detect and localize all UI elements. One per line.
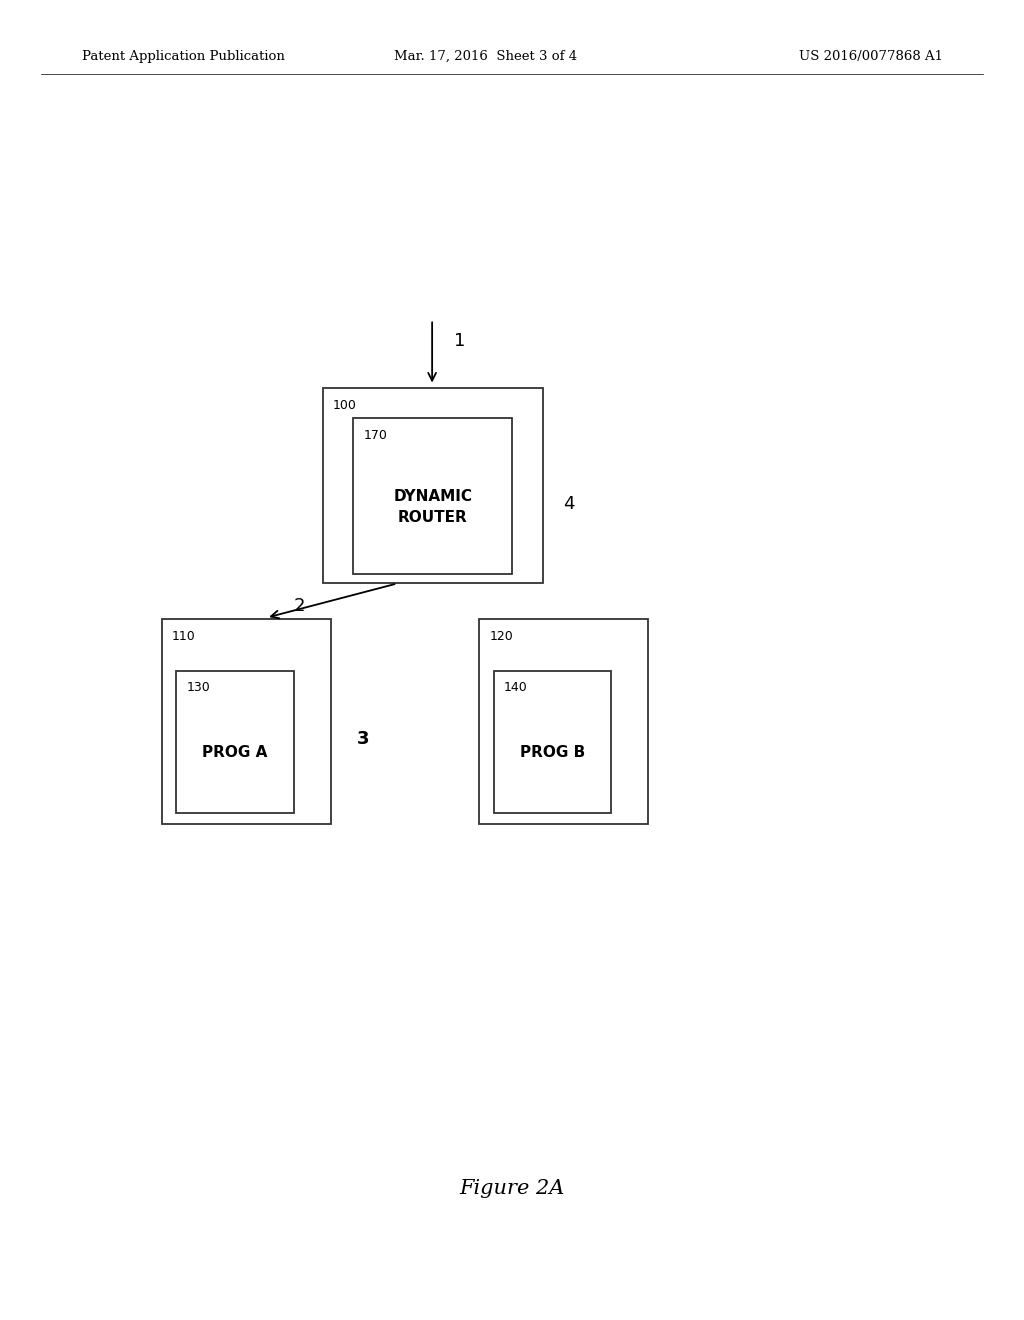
Bar	[162, 619, 331, 824]
Text: Mar. 17, 2016  Sheet 3 of 4: Mar. 17, 2016 Sheet 3 of 4	[394, 50, 578, 63]
Bar	[494, 671, 611, 813]
Bar	[176, 671, 294, 813]
Bar	[323, 388, 543, 583]
Text: 1: 1	[454, 331, 465, 350]
Text: PROG A: PROG A	[203, 744, 267, 760]
Text: US 2016/0077868 A1: US 2016/0077868 A1	[799, 50, 943, 63]
Text: 140: 140	[504, 681, 527, 694]
Text: 100: 100	[333, 399, 356, 412]
Text: 3: 3	[357, 730, 370, 748]
Bar	[479, 619, 648, 824]
Text: Patent Application Publication: Patent Application Publication	[82, 50, 285, 63]
Bar	[353, 418, 512, 574]
Text: PROG B: PROG B	[520, 744, 585, 760]
Text: DYNAMIC
ROUTER: DYNAMIC ROUTER	[393, 488, 472, 525]
Text: 4: 4	[562, 495, 574, 513]
Text: 170: 170	[364, 429, 387, 442]
Text: 120: 120	[489, 630, 513, 643]
Text: 2: 2	[294, 597, 305, 615]
Text: 130: 130	[186, 681, 210, 694]
Text: 110: 110	[172, 630, 196, 643]
Text: Figure 2A: Figure 2A	[460, 1179, 564, 1197]
